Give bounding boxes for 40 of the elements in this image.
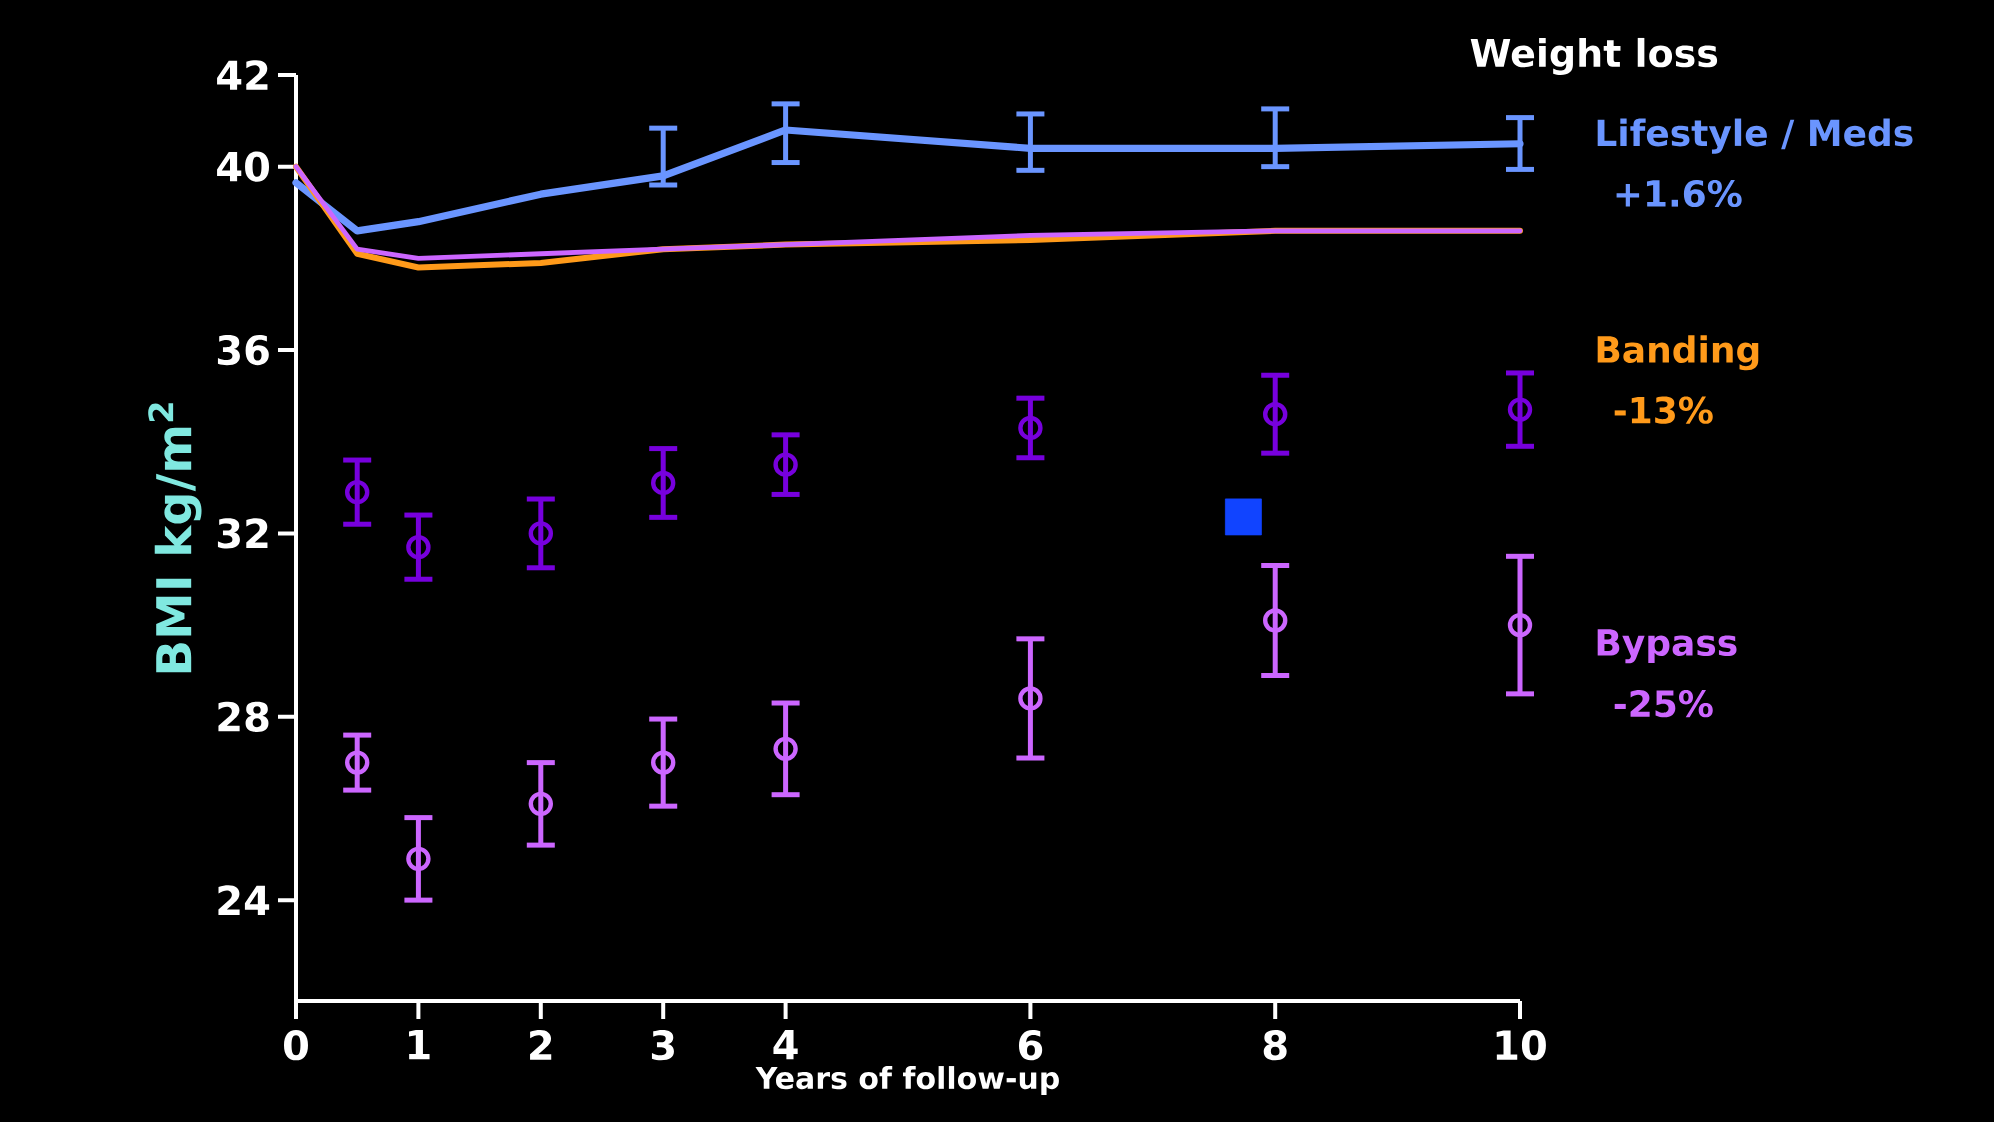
point — [651, 750, 676, 775]
point — [345, 750, 370, 775]
x-tick-label: 6 — [1018, 1030, 1043, 1061]
text: Lifestyle / Meds — [1597, 118, 1913, 154]
point — [406, 534, 431, 560]
point — [1224, 498, 1262, 536]
x-tick-label: 3 — [651, 1030, 674, 1061]
point — [651, 470, 676, 496]
point — [1507, 397, 1533, 422]
text: -25% — [1614, 690, 1713, 718]
x-tick-label: 4 — [773, 1030, 798, 1060]
x-tick-label: 10 — [1496, 1030, 1546, 1061]
text: Banding — [1597, 335, 1759, 371]
x-tick-label: 1 — [409, 1030, 430, 1060]
point — [773, 452, 798, 477]
y-tick-label: 40 — [217, 151, 270, 182]
text: +1.6% — [1616, 179, 1742, 208]
y-tick-label: 36 — [217, 334, 269, 366]
x-tick-label: 8 — [1263, 1030, 1287, 1061]
point — [1263, 402, 1288, 427]
point — [406, 846, 431, 872]
point — [1018, 415, 1043, 441]
point — [1018, 686, 1043, 711]
x-tick-label: 0 — [284, 1030, 308, 1061]
text: -13% — [1614, 396, 1713, 424]
point — [528, 521, 554, 546]
y-tick-label: 24 — [218, 885, 270, 915]
point — [1507, 612, 1533, 638]
y-tick-label: 42 — [217, 60, 268, 90]
text: Bypass — [1597, 629, 1737, 664]
point — [773, 736, 798, 762]
y-tick-label: 28 — [218, 701, 269, 732]
x-tick-label: 2 — [530, 1030, 552, 1060]
legend-title: Weight loss — [1470, 37, 1718, 75]
y-axis-title: BMI kg/m$^{2}$ — [148, 403, 202, 673]
point — [1263, 608, 1288, 633]
y-tick-label: 32 — [217, 518, 268, 549]
x-axis-title: Years of follow-up — [755, 1066, 1059, 1096]
point — [528, 791, 554, 817]
point — [345, 479, 370, 505]
